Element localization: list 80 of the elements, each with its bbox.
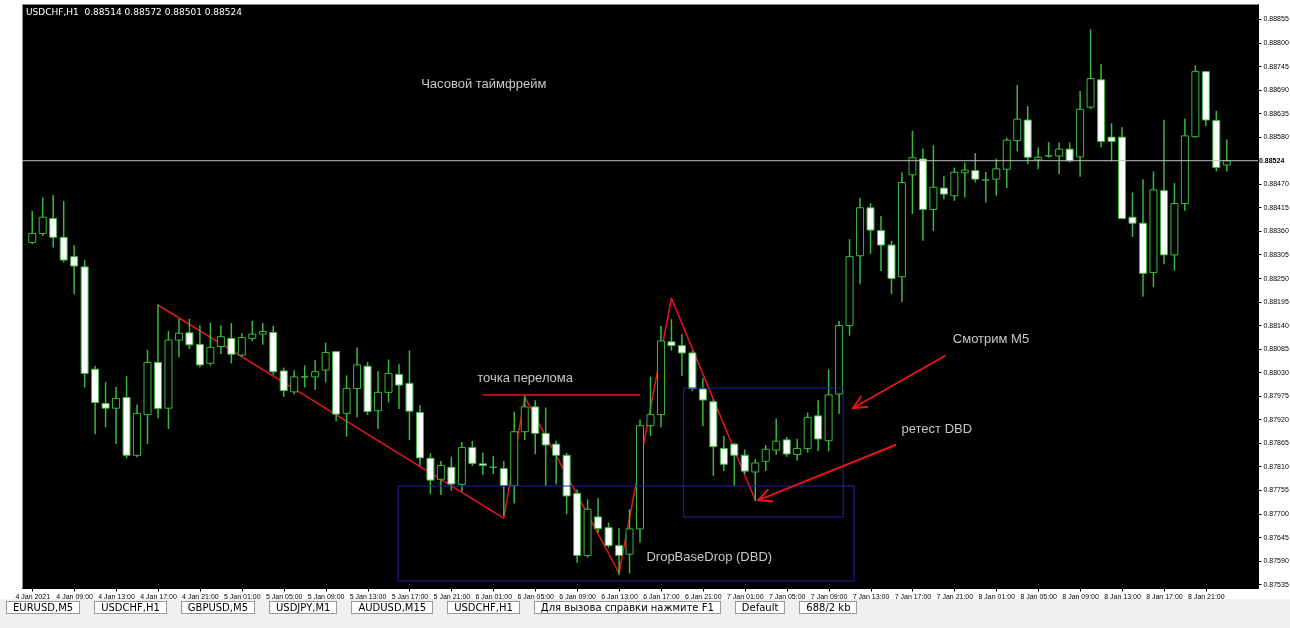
candlestick [1128,192,1137,237]
candlestick [426,453,435,495]
candlestick [939,175,948,200]
candlestick [908,130,917,215]
candlestick [541,407,550,486]
candlestick [49,195,58,248]
candlestick [552,440,561,485]
candlestick [1222,139,1231,172]
text: EURUSD,M5 [6,601,81,614]
candlestick [353,347,362,418]
candlestick [866,203,875,254]
candlestick [185,318,194,349]
candlestick [174,318,183,358]
candlestick [28,210,37,245]
candlestick [499,460,508,516]
candlestick [751,459,760,501]
text: USDCHF,H1 [94,601,167,614]
candlestick [206,322,215,366]
candlestick [112,386,121,445]
candlestick [290,370,299,395]
candlestick [594,497,603,533]
candlestick [877,216,886,272]
candlestick [646,376,655,436]
candlestick [237,333,246,357]
annotation: точка перелома [477,369,574,385]
annotation: Смотрим M5 [952,330,1030,346]
candlestick [248,320,257,342]
candlestick [38,197,47,236]
candlestick [698,377,707,427]
candlestick [719,436,728,472]
text: Для вызова справки нажмите F1 [533,601,721,614]
candlestick [1107,123,1116,162]
text: 688/2 kb [799,601,858,614]
text: GBPUSD,M5 [180,601,255,614]
text: AUDUSD,M15 [351,601,434,614]
candlestick [981,171,990,203]
candlestick [1065,142,1074,163]
candlestick [227,323,236,364]
candlestick [258,323,267,345]
candlestick [321,342,330,383]
candlestick [468,440,477,466]
candlestick [436,460,445,495]
candlestick [950,167,959,201]
candlestick [730,442,739,486]
annotation: DropBaseDrop (DBD) [646,548,773,564]
candlestick [793,438,802,461]
candlestick [374,371,383,430]
candlestick [604,522,613,548]
candlestick [478,452,487,475]
candlestick [1055,142,1064,175]
candlestick [1013,85,1022,152]
candlestick [667,319,676,351]
candlestick [740,449,749,475]
annotation: Часовой таймфрейм [421,75,547,91]
candlestick [300,365,309,388]
candlestick [394,364,403,409]
candlestick [814,400,823,452]
candlestick [59,201,68,263]
candlestick [384,359,393,403]
candlestick [216,325,225,355]
text: USDJPY,M1 [269,601,338,614]
text: USDCHF,H1 [447,601,520,614]
candlestick [960,162,969,198]
candlestick [311,359,320,391]
candlestick [101,382,110,428]
candlestick [279,367,288,397]
candlestick [992,158,1001,196]
candlestick [929,145,938,231]
text: Default [734,601,786,614]
candlestick [677,334,686,376]
candlestick [615,527,624,576]
annotation: ретест DBD [901,420,973,436]
candlestick [70,245,79,295]
candlestick [195,325,204,368]
chart-title: USDCHF,H1 0.88514 0.88572 0.88501 0.88524 [24,7,244,17]
candlestick [761,445,770,472]
candlestick [971,153,980,183]
candlestick [782,436,791,457]
candlestick [447,456,456,491]
candlestick [772,418,781,455]
